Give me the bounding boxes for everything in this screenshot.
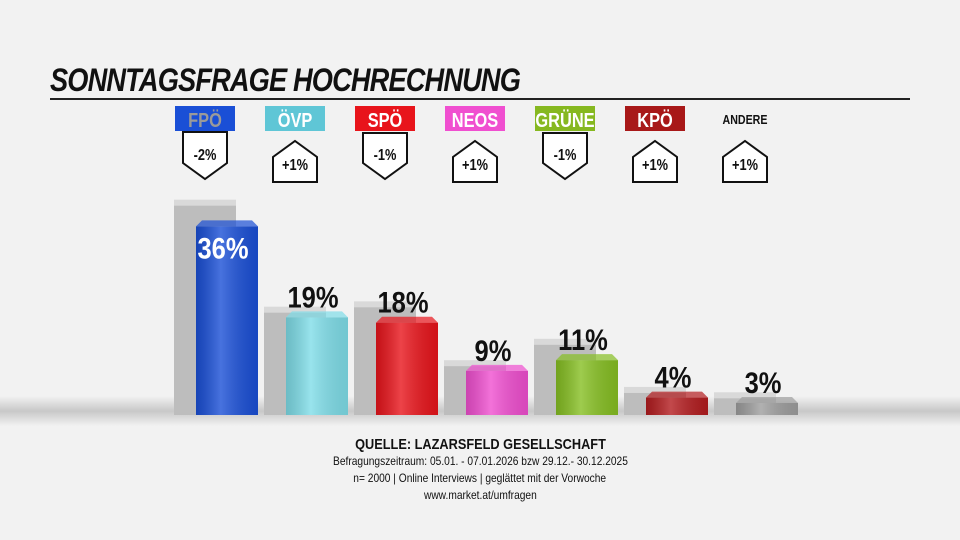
party-label: GRÜNE [535,108,594,131]
arrow-down-icon [542,132,588,181]
previous-bar-top [354,301,416,308]
arrow-up-icon [272,139,318,183]
change-label: +1% [282,157,308,175]
party-label-box [625,106,685,131]
previous-bar-top [444,360,506,367]
title-rule [50,98,910,100]
current-bar-shine [736,402,798,415]
arrow-up-icon [632,139,678,183]
value-label: 18% [377,286,428,319]
value-label: 11% [558,323,608,356]
source-sample: n= 2000 | Online Interviews | geglättet … [353,471,607,485]
value-label: 36% [197,231,248,264]
change-label: +1% [462,157,488,175]
previous-bar-top [174,199,236,206]
current-bar-top [646,391,708,398]
current-bar-shine [196,226,258,415]
previous-bar-top [624,386,686,393]
change-label: +1% [642,157,668,175]
party-label: SPÖ [368,108,403,131]
party-label-box [355,106,415,131]
current-bar-top [196,220,258,227]
source-period: Befragungszeitraum: 05.01. - 07.01.2026 … [332,454,628,468]
arrow-up-icon [722,139,768,183]
current-bar-top [286,311,348,318]
source-title: QUELLE: LAZARSFELD GESELLSCHAFT [354,436,606,453]
page-title: SONNTAGSFRAGE HOCHRECHNUNG [50,62,521,98]
party-label: NEOS [452,108,498,131]
current-bar-top [736,396,798,403]
party-label-box [445,106,505,131]
previous-bar-top [264,306,326,313]
party-label-box [535,106,595,131]
previous-bar-top [714,392,776,399]
previous-bar-top [534,338,596,345]
current-bar-shine [646,397,708,415]
change-label: +1% [732,157,758,175]
current-bar-top [556,354,618,361]
party-label: ANDERE [723,112,768,127]
value-label: 9% [475,334,512,367]
current-bar-shine [376,322,438,415]
change-label: -1% [554,147,577,165]
party-label-box [175,106,235,131]
current-bar-shine [466,370,528,415]
party-label: ÖVP [278,108,313,131]
value-label: 19% [287,280,338,313]
party-label: FPÖ [188,108,222,131]
current-bar-top [376,316,438,323]
current-bar-top [466,364,528,371]
arrow-down-icon [362,132,408,181]
value-label: 3% [745,366,782,399]
arrow-up-icon [452,139,498,183]
current-bar-shine [556,360,618,415]
party-label-box [265,106,325,131]
source-url: www.market.at/umfragen [423,488,537,502]
arrow-down-icon [182,131,228,181]
value-label: 4% [655,361,692,394]
change-label: -2% [194,147,217,165]
current-bar-shine [286,317,348,415]
party-label: KPÖ [637,108,673,131]
change-label: -1% [374,147,397,165]
